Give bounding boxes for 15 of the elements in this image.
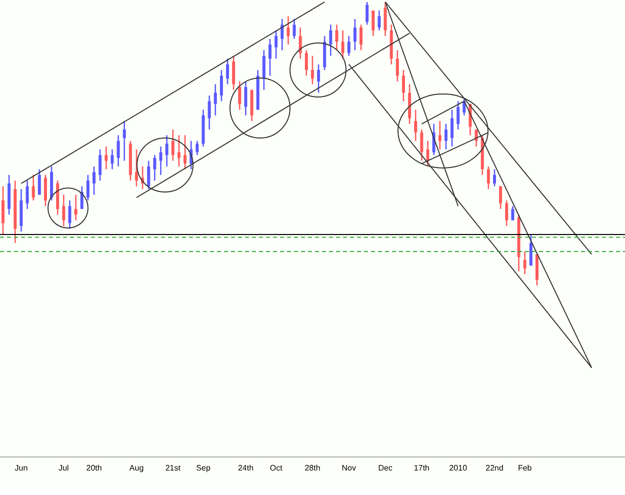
x-tick-label: 22nd xyxy=(486,464,504,473)
x-tick-label: 17th xyxy=(414,464,430,473)
x-tick-label: 21st xyxy=(165,464,182,473)
x-tick-label: Feb xyxy=(518,464,532,473)
x-tick-label: Jun xyxy=(14,464,28,473)
x-tick-label: Aug xyxy=(129,464,144,473)
x-tick-label: Sep xyxy=(196,464,211,473)
x-tick-label: Nov xyxy=(342,464,356,473)
x-tick-label: 28th xyxy=(304,464,320,473)
x-tick-label: 24th xyxy=(238,464,254,473)
x-tick-label: Jul xyxy=(58,464,70,473)
x-tick-label: Dec xyxy=(378,464,392,473)
x-tick-label: 2010 xyxy=(449,464,468,473)
x-tick-label: 20th xyxy=(86,464,102,473)
x-tick-label: Oct xyxy=(270,464,284,473)
